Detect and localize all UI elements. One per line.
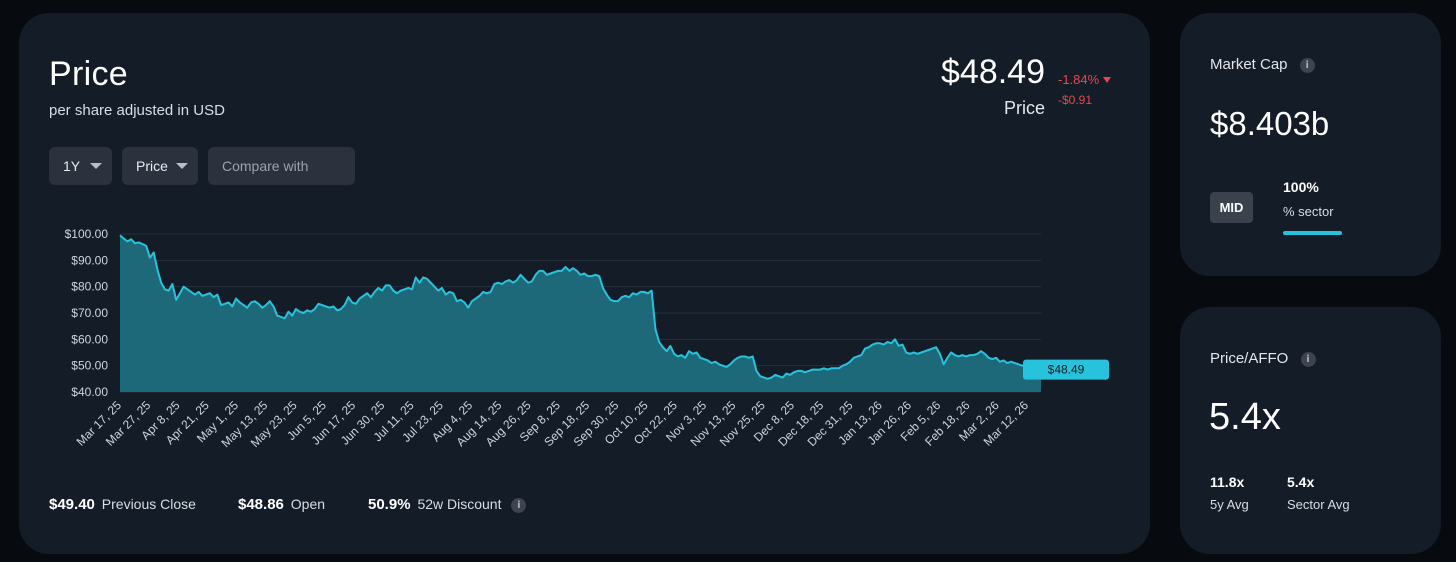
range-dropdown-label: 1Y	[63, 158, 81, 174]
previous-close: $49.40 Previous Close	[49, 496, 196, 513]
y-tick-label: $40.00	[71, 385, 108, 399]
open-value: $48.86	[238, 496, 284, 513]
y-tick-label: $90.00	[71, 253, 108, 267]
five-year-avg-value: 11.8x	[1210, 474, 1245, 490]
open-label: Open	[290, 496, 326, 512]
info-icon[interactable]: i	[1299, 57, 1315, 73]
sector-progress-bar	[1283, 231, 1342, 235]
sector-avg-value: 5.4x	[1287, 474, 1315, 490]
current-price-label: Price	[1003, 98, 1045, 118]
open: $48.86 Open	[238, 496, 325, 513]
chevron-down-icon	[176, 163, 188, 169]
caret-down-icon	[1103, 77, 1112, 83]
compare-input[interactable]: Compare with	[208, 147, 355, 185]
market-cap-label: Market Cap	[1210, 56, 1288, 73]
market-cap-label-row: Market Cap i	[1210, 56, 1315, 73]
last-value-badge	[1023, 359, 1109, 380]
last-value-label: $48.49	[1048, 363, 1085, 377]
y-tick-label: $50.00	[71, 359, 108, 373]
info-icon[interactable]: i	[1300, 351, 1316, 367]
market-cap-value: $8.403b	[1210, 105, 1330, 142]
metric-dropdown[interactable]: Price	[122, 147, 198, 185]
y-tick-label: $100.00	[65, 227, 109, 241]
current-price: $48.49	[941, 53, 1045, 91]
y-tick-label: $60.00	[71, 332, 108, 346]
price-area	[120, 235, 1041, 392]
price-card: Price per share adjusted in USD $48.49 P…	[19, 13, 1150, 554]
five-year-avg-label: 5y Avg	[1210, 497, 1249, 512]
price-chart[interactable]: $100.00 $90.00 $80.00 $70.00 $60.00 $50.00 $40…	[19, 13, 1150, 483]
price-affo-value: 5.4x	[1209, 396, 1281, 438]
y-tick-label: $80.00	[71, 280, 108, 294]
price-affo-card: Price/AFFO i 5.4x 11.8x 5y Avg 5.4x Sect…	[1180, 307, 1441, 554]
market-cap-card: Market Cap i $8.403b MID 100% % sector	[1180, 13, 1441, 276]
chevron-down-icon	[90, 163, 102, 169]
sector-percent: 100%	[1283, 179, 1319, 195]
price-affo-label-row: Price/AFFO i	[1210, 350, 1316, 367]
compare-placeholder: Compare with	[222, 158, 309, 174]
previous-close-value: $49.40	[49, 496, 95, 513]
previous-close-label: Previous Close	[101, 496, 196, 512]
price-line	[119, 234, 1042, 380]
change-percent: -1.84%	[1058, 72, 1112, 87]
page-subtitle: per share adjusted in USD	[49, 102, 225, 119]
y-tick-label: $70.00	[71, 306, 108, 320]
metric-dropdown-label: Price	[136, 158, 168, 174]
range-dropdown[interactable]: 1Y	[49, 147, 112, 185]
sector-avg-label: Sector Avg	[1287, 497, 1350, 512]
size-badge: MID	[1210, 192, 1253, 223]
info-icon[interactable]: i	[511, 497, 527, 513]
sector-label: % sector	[1283, 204, 1334, 219]
discount-label: 52w Discount	[417, 496, 502, 512]
price-affo-label: Price/AFFO	[1210, 350, 1289, 367]
discount-value: 50.9%	[368, 496, 411, 513]
change-percent-text: -1.84%	[1058, 72, 1100, 87]
discount: 50.9% 52w Discount i	[368, 496, 527, 513]
page-title: Price	[49, 55, 128, 93]
change-absolute: -$0.91	[1058, 93, 1093, 107]
